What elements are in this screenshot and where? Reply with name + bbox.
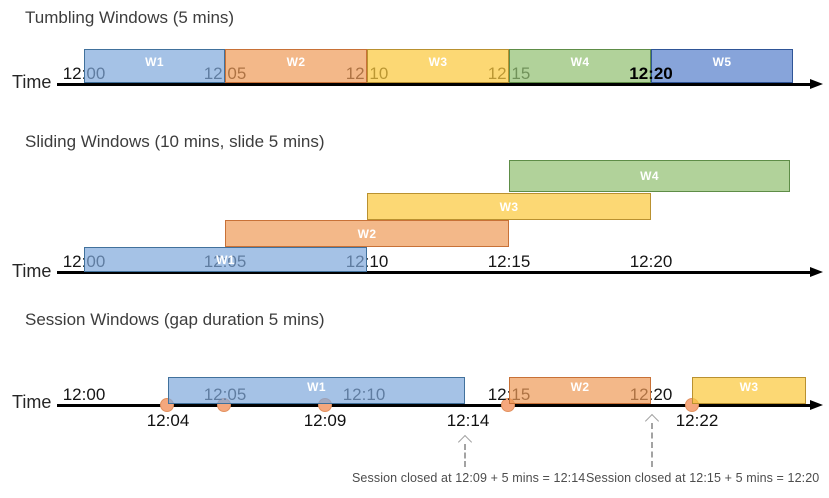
window-label: W5: [712, 55, 732, 69]
timeline-arrowhead: [810, 267, 823, 277]
session-close-annotation: Session closed at 12:15 + 5 mins = 12:20: [586, 471, 820, 485]
window-bar: W4: [509, 160, 790, 192]
window-label: W2: [570, 380, 590, 394]
window-bar: W3: [367, 49, 509, 83]
window-bar: W1: [84, 49, 225, 83]
window-label: W1: [145, 55, 164, 69]
event-time-label: 12:04: [146, 411, 190, 430]
window-label: W2: [286, 55, 306, 69]
window-bar: W2: [509, 377, 651, 404]
timeline-axis: [57, 271, 810, 274]
session-close-annotation: Session closed at 12:09 + 5 mins = 12:14: [352, 471, 586, 485]
session-close-arrow-stem: [464, 444, 466, 467]
window-bar: W2: [225, 49, 367, 83]
window-label: W1: [216, 252, 235, 267]
section-title-session: Session Windows (gap duration 5 mins): [25, 310, 325, 329]
event-time-label: 12:09: [303, 411, 347, 430]
time-tick: 12:20: [629, 252, 673, 271]
section-title-sliding: Sliding Windows (10 mins, slide 5 mins): [25, 132, 325, 151]
timeline-arrowhead: [810, 79, 823, 89]
window-label: W3: [499, 199, 519, 214]
window-bar: W3: [692, 377, 806, 404]
window-bar: W2: [225, 220, 509, 247]
time-axis-label: Time: [12, 72, 52, 92]
time-tick: 12:20: [629, 64, 673, 83]
section-title-tumbling: Tumbling Windows (5 mins): [25, 8, 235, 27]
window-label: W3: [428, 55, 448, 69]
session-close-arrow-stem: [651, 423, 653, 467]
time-axis-label: Time: [12, 392, 52, 412]
window-label: W4: [640, 169, 659, 183]
window-bar: W4: [509, 49, 651, 83]
window-label: W2: [357, 226, 377, 241]
time-tick: 12:00: [62, 385, 106, 404]
window-label: W3: [739, 380, 759, 394]
time-axis-label: Time: [12, 261, 52, 281]
event-time-label: 12:22: [675, 411, 719, 430]
window-bar: W1: [168, 377, 465, 404]
timeline-axis: [57, 83, 810, 86]
window-label: W1: [307, 380, 326, 394]
time-tick: 12:15: [487, 252, 531, 271]
window-bar: W1: [84, 247, 367, 272]
timeline-axis: [57, 404, 810, 407]
window-label: W4: [570, 55, 590, 69]
window-bar: W5: [651, 49, 793, 83]
event-time-label: 12:14: [446, 411, 490, 430]
window-bar: W3: [367, 193, 651, 220]
timeline-arrowhead: [810, 400, 823, 410]
